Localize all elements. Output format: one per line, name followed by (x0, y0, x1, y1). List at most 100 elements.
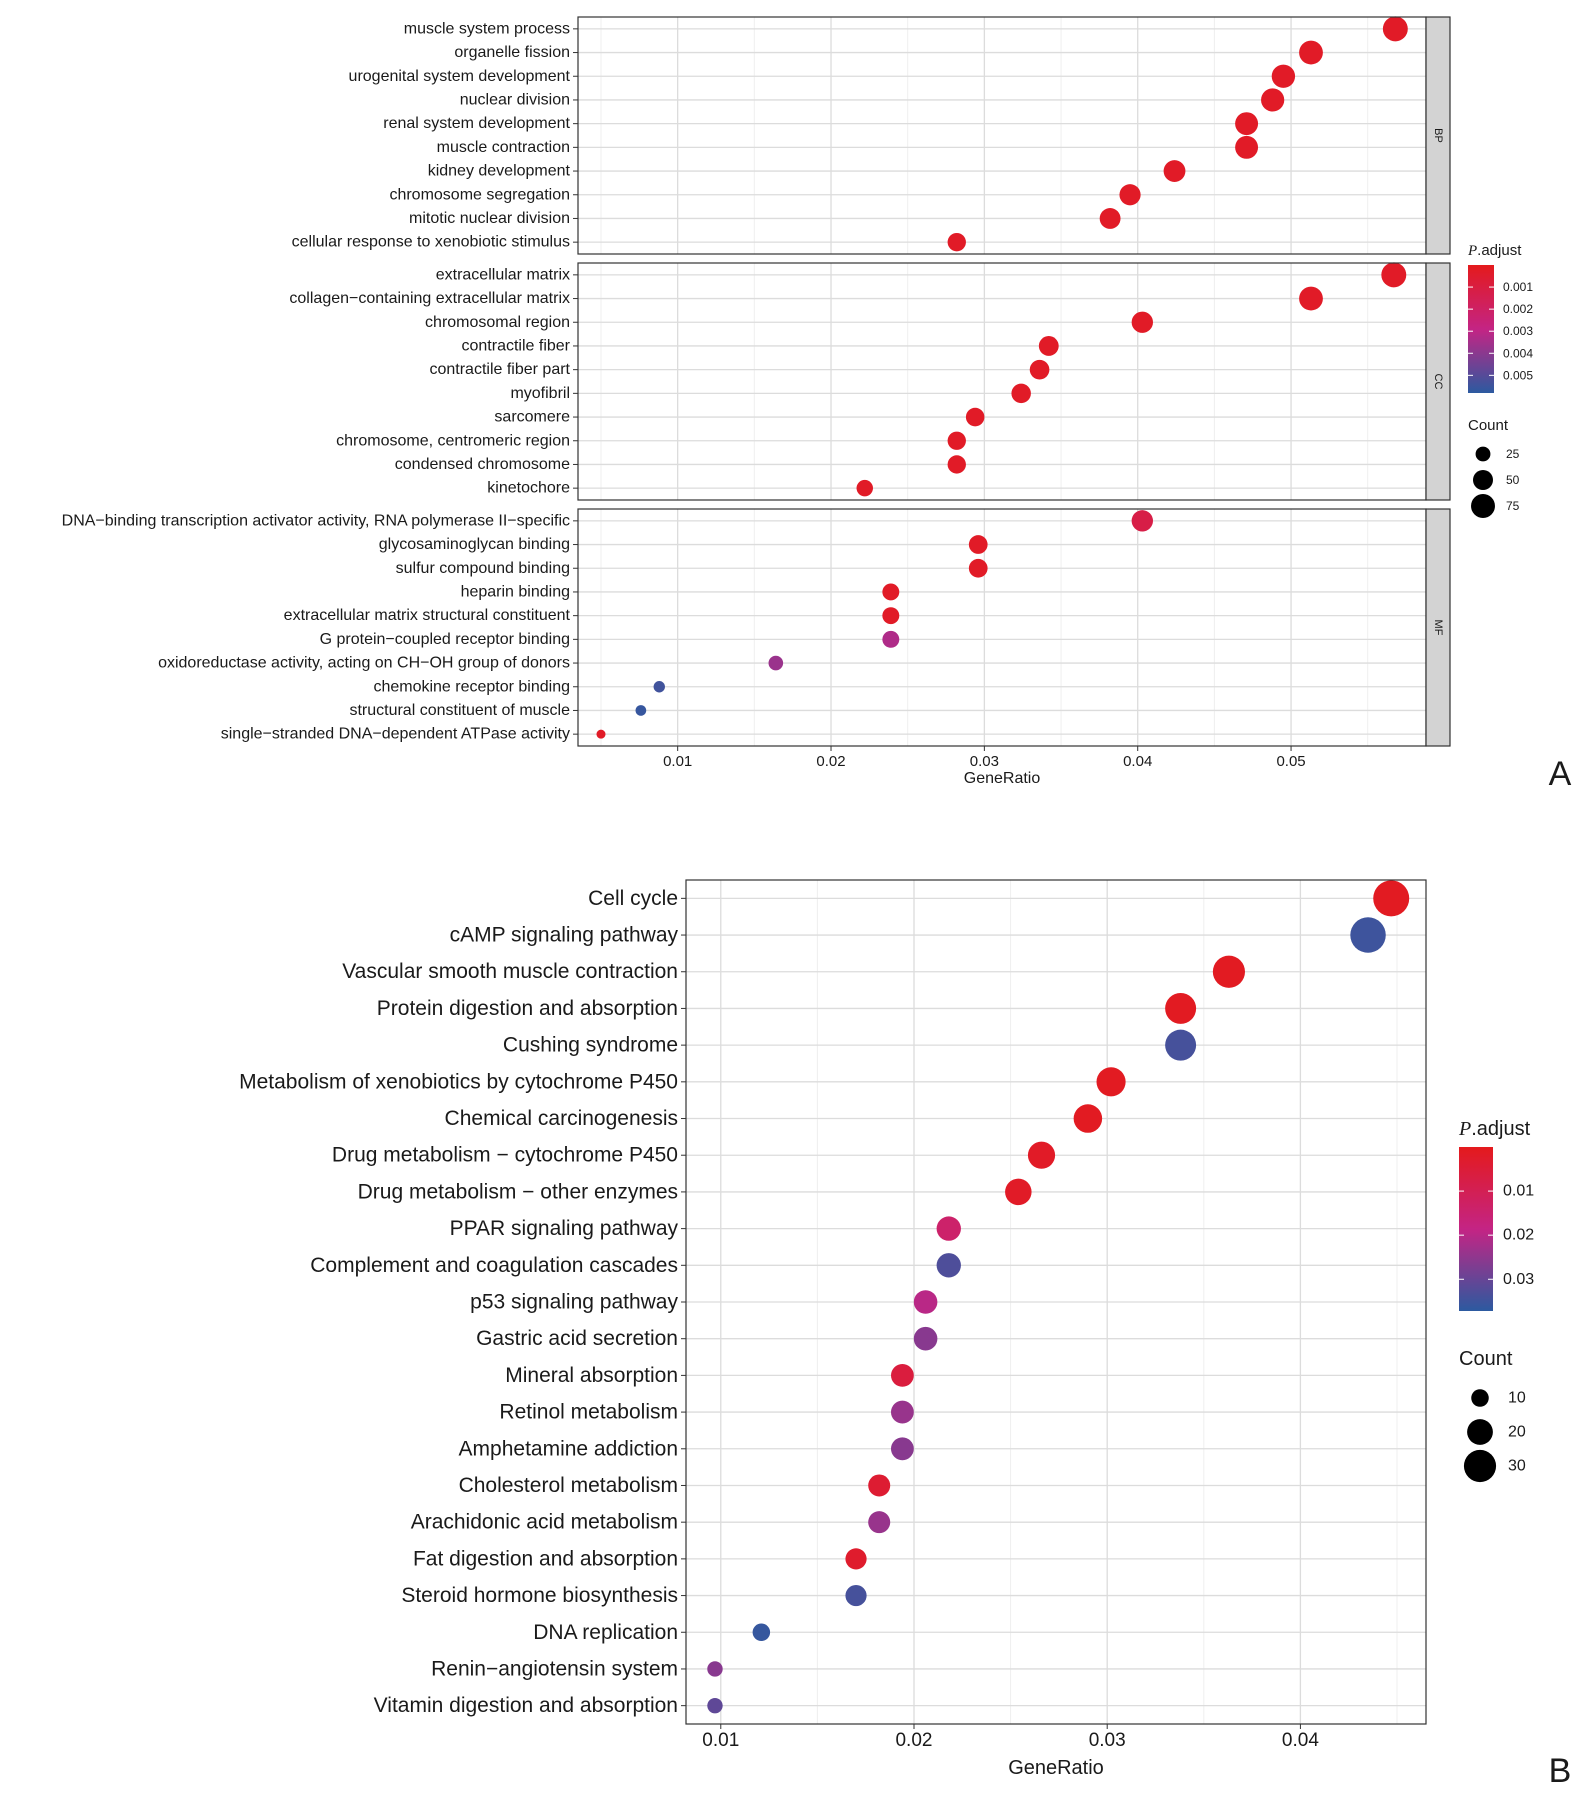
y-tick-label: sarcomere (494, 409, 570, 426)
color-legend-title-italic: P (1467, 243, 1477, 259)
colorbar-tick-label: 0.02 (1503, 1227, 1534, 1244)
facet-BP: muscle system process organelle fission ur… (292, 16, 1451, 255)
color-legend-title-rest: .adjust (1471, 1118, 1530, 1140)
x-tick-label: 0.04 (1123, 753, 1152, 770)
data-point (1005, 1178, 1032, 1206)
size-legend-label: 20 (1508, 1424, 1526, 1441)
data-point (1029, 359, 1050, 380)
data-point (947, 232, 966, 252)
plot-background (578, 263, 1426, 500)
color-legend-title-italic: P (1458, 1118, 1471, 1140)
y-tick-label: mitotic nuclear division (409, 210, 570, 227)
y-tick-label: DNA−binding transcription activator acti… (62, 512, 570, 529)
facet-strip (1425, 16, 1451, 255)
y-tick-label: chromosome segregation (389, 186, 570, 203)
data-point (947, 455, 966, 474)
y-tick-label: muscle contraction (437, 139, 570, 156)
data-point (868, 1474, 891, 1497)
facet-main: Cell cycle cAMP signaling pathway Vascular… (239, 879, 1427, 1725)
y-tick-label: glycosaminoglycan binding (379, 536, 570, 553)
data-point (1163, 160, 1186, 182)
y-tick-label: Cushing syndrome (503, 1034, 678, 1057)
x-tick-label: 0.05 (1276, 753, 1305, 770)
data-point (1212, 955, 1246, 988)
colorbar-tick-label: 0.03 (1503, 1271, 1534, 1288)
y-tick-label: Chemical carcinogenesis (445, 1107, 678, 1130)
facet-strip-label: MF (1432, 620, 1444, 636)
data-point (947, 431, 966, 450)
panel-label: A (1549, 755, 1572, 793)
x-tick-label: 0.02 (895, 1730, 932, 1751)
y-tick-label: kidney development (428, 163, 571, 180)
colorbar (1459, 1147, 1493, 1311)
size-legend-title: Count (1468, 417, 1509, 434)
facet-strip-label: CC (1432, 374, 1444, 390)
y-tick-label: oxidoreductase activity, acting on CH−OH… (158, 655, 570, 672)
data-point (707, 1661, 723, 1677)
colorbar-tick-label: 0.003 (1503, 324, 1533, 338)
y-tick-label: myofibril (510, 385, 570, 402)
size-legend-label: 10 (1508, 1390, 1526, 1407)
data-point (1165, 992, 1197, 1024)
y-tick-label: cAMP signaling pathway (450, 924, 679, 947)
data-point (1165, 1029, 1197, 1061)
data-point (1381, 262, 1407, 288)
data-point (1271, 64, 1296, 88)
data-point (965, 407, 985, 427)
data-point (890, 1400, 914, 1424)
y-tick-label: urogenital system development (349, 68, 571, 85)
y-tick-label: Cholesterol metabolism (459, 1474, 678, 1497)
colorbar (1468, 265, 1494, 393)
plot-background (578, 509, 1426, 746)
size-legend-label: 75 (1506, 499, 1520, 513)
y-tick-label: Protein digestion and absorption (377, 997, 678, 1020)
data-point (1119, 184, 1141, 206)
data-point (1350, 917, 1386, 953)
data-point (890, 1437, 914, 1461)
data-point (882, 607, 900, 625)
data-point (1382, 16, 1408, 42)
size-legend-key (1472, 469, 1494, 491)
y-tick-label: Drug metabolism − other enzymes (358, 1180, 678, 1203)
data-point (653, 681, 665, 693)
y-tick-label: Vitamin digestion and absorption (374, 1694, 678, 1717)
y-tick-label: Cell cycle (588, 887, 678, 910)
chart-panel-A: muscle system process organelle fission ur… (62, 16, 1572, 793)
data-point (1131, 311, 1153, 333)
size-legend: Count 10 20 30 (1459, 1348, 1526, 1483)
y-tick-label: Vascular smooth muscle contraction (342, 960, 678, 983)
size-legend: Count 25 50 75 (1468, 417, 1520, 518)
data-point (768, 655, 784, 671)
data-point (845, 1548, 867, 1570)
data-point (890, 1363, 914, 1387)
colorbar-tick-label: 0.005 (1503, 368, 1533, 382)
y-tick-label: Retinol metabolism (499, 1401, 678, 1424)
size-legend-key (1463, 1449, 1497, 1483)
data-point (968, 535, 988, 554)
y-tick-label: contractile fiber (462, 337, 571, 354)
facet-CC: extracellular matrix collagen−containing … (289, 262, 1451, 501)
y-tick-label: Gastric acid secretion (476, 1327, 678, 1350)
y-tick-label: muscle system process (404, 20, 570, 37)
size-legend-key (1471, 494, 1495, 518)
data-point (1235, 112, 1259, 136)
facet-strip-label: BP (1432, 128, 1444, 143)
facet-strip (1425, 262, 1451, 501)
colorbar-tick-label: 0.001 (1503, 280, 1533, 294)
x-tick-label: 0.03 (1089, 1730, 1126, 1751)
y-tick-label: condensed chromosome (395, 456, 570, 473)
size-legend-key (1471, 1389, 1489, 1407)
x-tick-label: 0.01 (663, 753, 692, 770)
y-tick-label: cellular response to xenobiotic stimulus (292, 234, 570, 251)
data-point (968, 558, 988, 578)
y-tick-label: PPAR signaling pathway (450, 1217, 679, 1240)
y-tick-label: Drug metabolism − cytochrome P450 (332, 1144, 678, 1167)
color-legend: P.adjust 0.01 0.02 0.03 (1458, 1118, 1534, 1311)
colorbar-tick-label: 0.002 (1503, 302, 1533, 316)
x-axis-title: GeneRatio (1008, 1757, 1104, 1779)
y-tick-label: p53 signaling pathway (470, 1291, 678, 1314)
y-tick-label: extracellular matrix structural constitu… (284, 607, 571, 624)
data-point (882, 630, 900, 648)
panel-label: B (1549, 1752, 1572, 1790)
